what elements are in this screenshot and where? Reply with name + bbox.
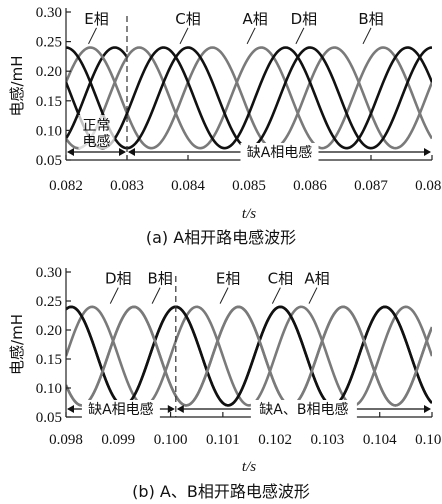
y-tick-label: 0.20 xyxy=(36,323,62,339)
y-tick-label: 0.05 xyxy=(36,153,62,169)
x-tick-label: 0.102 xyxy=(258,432,292,448)
phase-label: C相 xyxy=(175,10,200,28)
x-tick-label: 0.088 xyxy=(415,178,442,194)
x-tick-label: 0.103 xyxy=(311,432,345,448)
y-tick-label: 0.30 xyxy=(36,5,62,21)
phase-label: E相 xyxy=(216,270,240,288)
y-tick-label: 0.30 xyxy=(36,265,62,281)
x-axis-label: t/s xyxy=(242,459,256,475)
y-axis-label: 电感/mH xyxy=(8,56,26,117)
x-tick-label: 0.101 xyxy=(206,432,240,448)
chart-panel-a: 0.05 0.10 0.15 0.20 0.25 0.30 0.082 0.083 0.084 0… xyxy=(8,5,442,247)
y-tick-label: 0.25 xyxy=(36,35,62,51)
x-tick-label: 0.082 xyxy=(49,178,83,194)
x-tick-label: 0.104 xyxy=(363,432,397,448)
x-axis-label: t/s xyxy=(242,206,256,222)
y-tick-label: 0.05 xyxy=(36,410,62,426)
y-tick-label: 0.15 xyxy=(36,94,62,110)
x-tick-label: 0.083 xyxy=(110,178,144,194)
x-tick-label: 0.099 xyxy=(101,432,135,448)
phase-label: D相 xyxy=(291,10,318,28)
x-tick-label: 0.105 xyxy=(415,432,442,448)
y-tick-label: 0.20 xyxy=(36,64,62,80)
x-tick-label: 0.100 xyxy=(154,432,188,448)
phase-label: D相 xyxy=(105,270,132,288)
series-line-e xyxy=(66,46,432,150)
y-tick-label: 0.25 xyxy=(36,294,62,310)
chart-caption: (b) A、B相开路电感波形 xyxy=(132,482,310,501)
y-tick-label: 0.10 xyxy=(36,381,62,397)
series-line-a xyxy=(66,305,432,407)
phase-label: B相 xyxy=(358,10,383,28)
phase-label: E相 xyxy=(84,10,108,28)
region-label: 缺A相电感 xyxy=(88,401,154,418)
x-tick-label: 0.087 xyxy=(354,178,388,194)
x-tick-label: 0.086 xyxy=(293,178,327,194)
x-tick-label: 0.098 xyxy=(49,432,83,448)
series-line-a xyxy=(66,46,129,140)
chart-panel-b: 0.05 0.10 0.15 0.20 0.25 0.30 0.098 0.099 0.100 0… xyxy=(8,265,442,501)
y-axis-label: 电感/mH xyxy=(8,314,26,375)
phase-label: A相 xyxy=(242,10,267,28)
x-tick-label: 0.085 xyxy=(232,178,266,194)
series-line-e xyxy=(66,305,432,407)
region-label: 缺A、B相电感 xyxy=(259,401,348,418)
phase-label: B相 xyxy=(147,270,172,288)
region-label: 正常电感 xyxy=(83,118,111,150)
phase-label: C相 xyxy=(268,270,293,288)
chart-caption: (a) A相开路电感波形 xyxy=(146,228,296,247)
y-tick-label: 0.10 xyxy=(36,123,62,139)
phase-label: A相 xyxy=(304,270,329,288)
region-label: 缺A相电感 xyxy=(247,144,313,161)
x-tick-label: 0.084 xyxy=(171,178,205,194)
y-tick-label: 0.15 xyxy=(36,352,62,368)
